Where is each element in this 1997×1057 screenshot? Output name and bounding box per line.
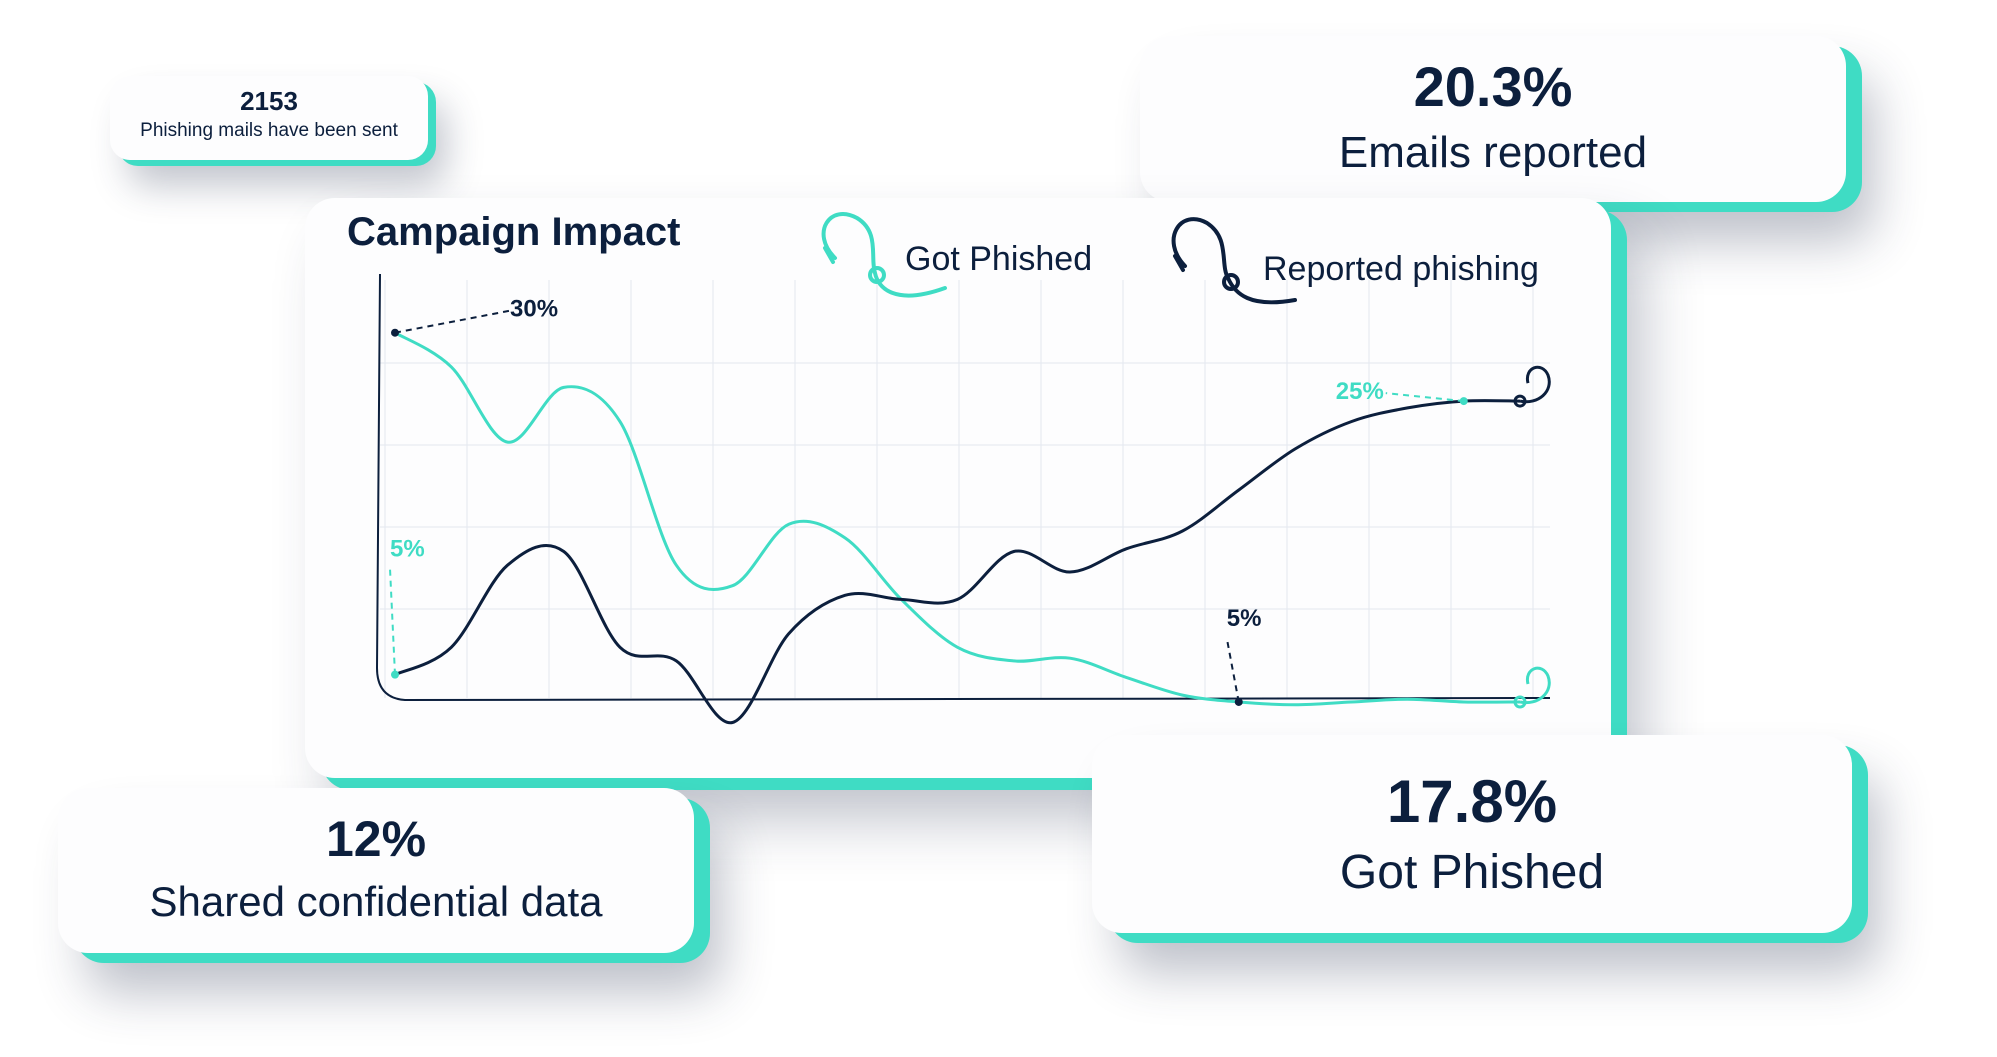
chart-title: Campaign Impact bbox=[347, 210, 681, 254]
reported-card: 20.3% Emails reported bbox=[1140, 36, 1846, 202]
hook-eye-icon bbox=[1513, 695, 1527, 709]
annotation-point bbox=[391, 670, 399, 679]
sent-count-card: 2153 Phishing mails have been sent bbox=[110, 76, 428, 160]
hook-eye-icon bbox=[1513, 394, 1527, 408]
phished-label: Got Phished bbox=[1339, 846, 1605, 899]
series-line-got-phished bbox=[394, 331, 1521, 707]
annotation-point bbox=[391, 328, 399, 337]
campaign-impact-card: Campaign Impact Got Phished Reported phi… bbox=[305, 198, 1611, 778]
hook-eye-icon bbox=[868, 266, 886, 284]
sent-count-value: 2153 bbox=[240, 86, 298, 116]
got-phished-card: 17.8% Got Phished bbox=[1092, 735, 1852, 933]
shared-value: 12% bbox=[325, 811, 427, 867]
hook-barb-icon bbox=[823, 246, 835, 264]
reported-value: 20.3% bbox=[1413, 55, 1573, 118]
shared-label: Shared confidential data bbox=[149, 878, 603, 925]
fishing-hook-icon bbox=[1171, 217, 1297, 305]
series-line-reported-phishing bbox=[394, 399, 1521, 725]
fishing-hook-icon bbox=[821, 211, 947, 298]
hook-barb-icon bbox=[1173, 254, 1185, 272]
annotation-label: 5% bbox=[390, 536, 425, 563]
legend-reported-phishing-label: Reported phishing bbox=[1263, 250, 1539, 288]
shared-data-card: 12% Shared confidential data bbox=[58, 788, 694, 953]
reported-label: Emails reported bbox=[1338, 128, 1648, 177]
annotation-point bbox=[1234, 697, 1243, 706]
chart-axes bbox=[375, 273, 1551, 702]
fishing-hook-icon bbox=[1519, 666, 1551, 705]
legend-got-phished: Got Phished bbox=[821, 211, 1092, 298]
legend-got-phished-label: Got Phished bbox=[905, 240, 1092, 278]
fishing-hook-icon bbox=[1519, 365, 1551, 404]
hook-eye-icon bbox=[1222, 273, 1240, 291]
sent-count-label: Phishing mails have been sent bbox=[140, 120, 398, 141]
annotation-leader-line bbox=[389, 568, 396, 675]
annotation-label: 30% bbox=[510, 296, 558, 323]
legend-reported-phishing: Reported phishing bbox=[1171, 217, 1539, 305]
annotation-leader-line bbox=[1225, 637, 1240, 703]
campaign-impact-chart: Got Phished Reported phishing 30% 5% 25% 5% bbox=[375, 211, 1551, 725]
annotation-leader-line bbox=[394, 309, 511, 334]
annotation-point bbox=[1459, 397, 1468, 406]
annotation-label: 25% bbox=[1336, 378, 1384, 405]
phished-value: 17.8% bbox=[1386, 768, 1558, 835]
chart-grid bbox=[380, 280, 1550, 698]
annotation-leader-line bbox=[1385, 392, 1464, 403]
annotation-label: 5% bbox=[1227, 605, 1262, 632]
